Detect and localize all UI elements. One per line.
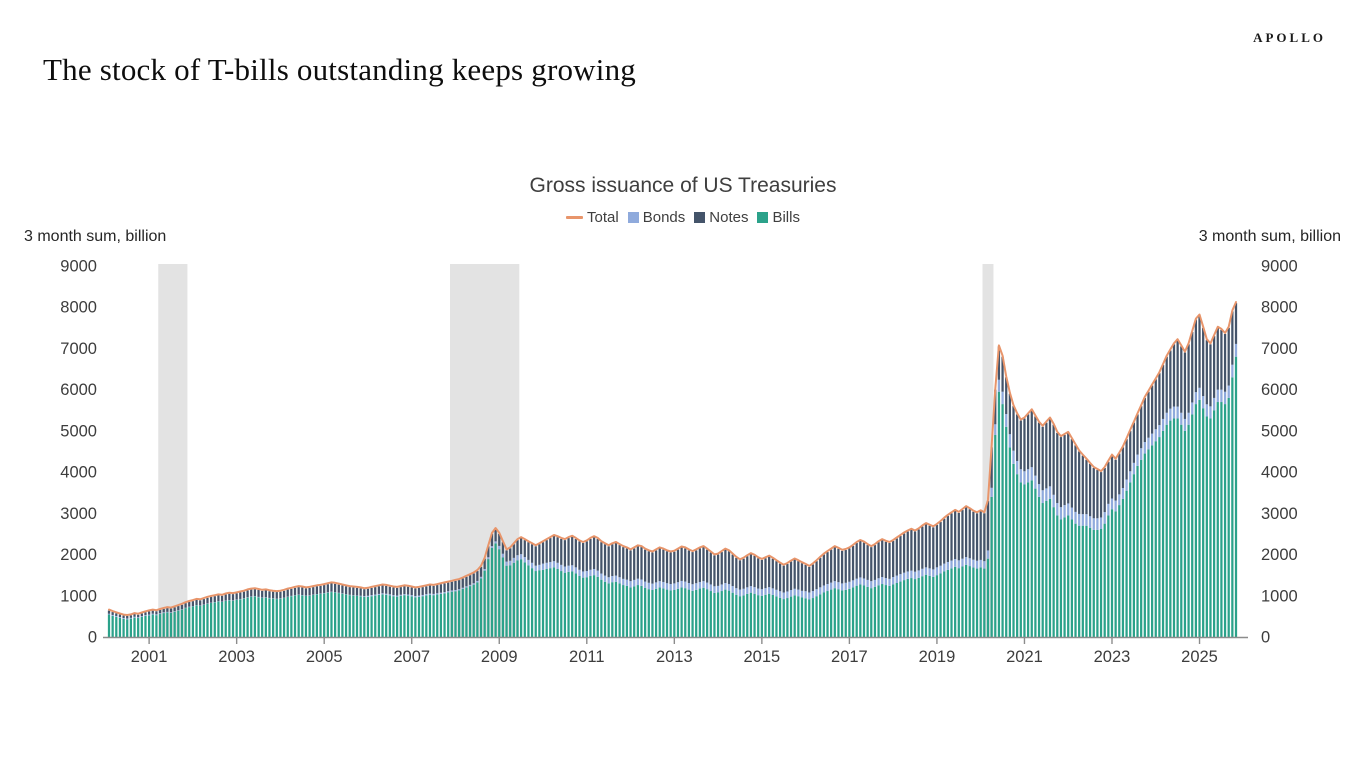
legend-label-bonds: Bonds	[642, 209, 686, 226]
chart-title: Gross issuance of US Treasuries	[529, 174, 837, 197]
y-tick-label-right: 6000	[1261, 381, 1298, 399]
legend-item-total: Total	[566, 209, 619, 226]
recession-band	[982, 264, 994, 637]
y-tick-label-right: 7000	[1261, 340, 1298, 358]
y-tick-label-right: 8000	[1261, 299, 1298, 317]
legend-label-total: Total	[587, 209, 619, 226]
total-line	[108, 301, 1237, 616]
x-tick-label: 2007	[393, 648, 430, 666]
y-tick-label-left: 1000	[60, 587, 97, 605]
y-tick-label-right: 1000	[1261, 587, 1298, 605]
y-tick-label-left: 5000	[60, 422, 97, 440]
x-tick-label: 2019	[919, 648, 956, 666]
y-tick-label-right: 2000	[1261, 546, 1298, 564]
x-tick-label: 2013	[656, 648, 693, 666]
legend-item-bonds: Bonds	[627, 209, 686, 226]
y-tick-label-left: 9000	[60, 258, 97, 276]
x-tick-label: 2021	[1006, 648, 1043, 666]
x-tick-label: 2011	[569, 648, 604, 666]
x-tick-label: 2023	[1094, 648, 1131, 666]
y-tick-label-left: 6000	[60, 381, 97, 399]
y-tick-label-left: 0	[88, 629, 97, 647]
page-title: The stock of T-bills outstanding keeps g…	[43, 52, 636, 87]
y-tick-label-left: 3000	[60, 505, 97, 523]
legend-label-bills: Bills	[772, 209, 800, 226]
total-line-marker-icon	[566, 216, 584, 219]
y-tick-label-right: 3000	[1261, 505, 1298, 523]
x-axis: 2001 2003 2005 2007 2009 2011 2013 2015 2017 2019…	[103, 636, 1248, 666]
y-tick-label-left: 7000	[60, 340, 97, 358]
y-axis-unit-left: 3 month sum, billion	[24, 228, 167, 245]
y-axis-labels: 0 0 1000 1000 2000 2000 3000 3000 4000 4000 5000 50…	[60, 258, 1297, 647]
x-tick-label: 2017	[831, 648, 868, 666]
x-tick-label: 2025	[1181, 648, 1218, 666]
x-tick-label: 2005	[306, 648, 343, 666]
y-tick-label-right: 4000	[1261, 464, 1298, 482]
y-tick-label-left: 8000	[60, 299, 97, 317]
notes-square-marker-icon	[694, 212, 706, 223]
bonds-square-marker-icon	[627, 212, 639, 223]
chart-legend: Total Bonds Notes Bills	[0, 209, 1366, 226]
x-tick-label: 2009	[481, 648, 518, 666]
recession-band	[158, 264, 188, 637]
x-tick-label: 2015	[743, 648, 780, 666]
legend-label-notes: Notes	[709, 209, 749, 226]
y-tick-label-right: 5000	[1261, 422, 1298, 440]
y-tick-label-right: 0	[1261, 629, 1270, 647]
legend-item-notes: Notes	[694, 209, 748, 226]
y-tick-label-right: 9000	[1261, 258, 1298, 276]
recession-bands	[158, 264, 994, 637]
legend-item-bills: Bills	[757, 209, 800, 226]
x-tick-label: 2003	[218, 648, 255, 666]
x-tick-label: 2001	[131, 648, 168, 666]
stacked-bars	[107, 303, 1238, 637]
y-axis-unit-right: 3 month sum, billion	[1198, 228, 1341, 245]
y-tick-label-left: 2000	[60, 546, 97, 564]
bills-square-marker-icon	[757, 212, 769, 223]
apollo-logo: APOLLO	[1253, 30, 1326, 45]
y-tick-label-left: 4000	[60, 464, 97, 482]
